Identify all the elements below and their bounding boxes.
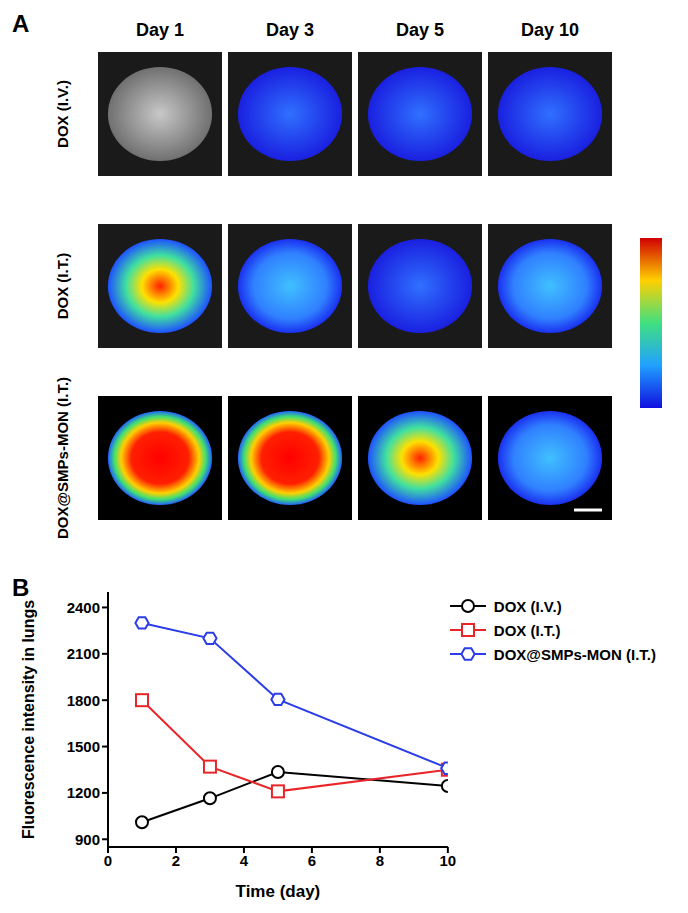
svg-text:1200: 1200 — [67, 784, 100, 801]
svg-text:Day 1: Day 1 — [136, 20, 184, 40]
svg-text:DOX (I.V.): DOX (I.V.) — [54, 80, 71, 148]
svg-text:A: A — [12, 10, 29, 37]
svg-text:900: 900 — [75, 831, 100, 848]
svg-text:Fluorescence intensity in lung: Fluorescence intensity in lungs — [20, 600, 37, 839]
svg-text:6: 6 — [308, 852, 316, 869]
svg-text:0: 0 — [104, 852, 112, 869]
svg-text:2400: 2400 — [67, 599, 100, 616]
svg-text:Day 3: Day 3 — [266, 20, 314, 40]
html-text:DOX (I.T.): DOX (I.T.) — [493, 621, 561, 639]
svg-text:2: 2 — [172, 852, 180, 869]
svg-text:Day 5: Day 5 — [396, 20, 444, 40]
svg-text:DOX@SMPs-MON (I.T.): DOX@SMPs-MON (I.T.) — [54, 377, 71, 539]
html-text:DOX (I.V.): DOX (I.V.) — [493, 597, 562, 615]
svg-text:Day 10: Day 10 — [521, 20, 579, 40]
svg-text:1500: 1500 — [67, 738, 100, 755]
svg-text:4: 4 — [240, 852, 249, 869]
html-text:DOX@SMPs-MON (I.T.): DOX@SMPs-MON (I.T.) — [493, 645, 656, 663]
svg-text:Time (day): Time (day) — [236, 882, 321, 901]
svg-text:1800: 1800 — [67, 692, 100, 709]
svg-text:DOX (I.T.): DOX (I.T.) — [54, 253, 71, 320]
svg-text:8: 8 — [376, 852, 384, 869]
html-text:B: B — [12, 574, 30, 601]
svg-text:10: 10 — [440, 852, 457, 869]
svg-text:2100: 2100 — [67, 645, 100, 662]
